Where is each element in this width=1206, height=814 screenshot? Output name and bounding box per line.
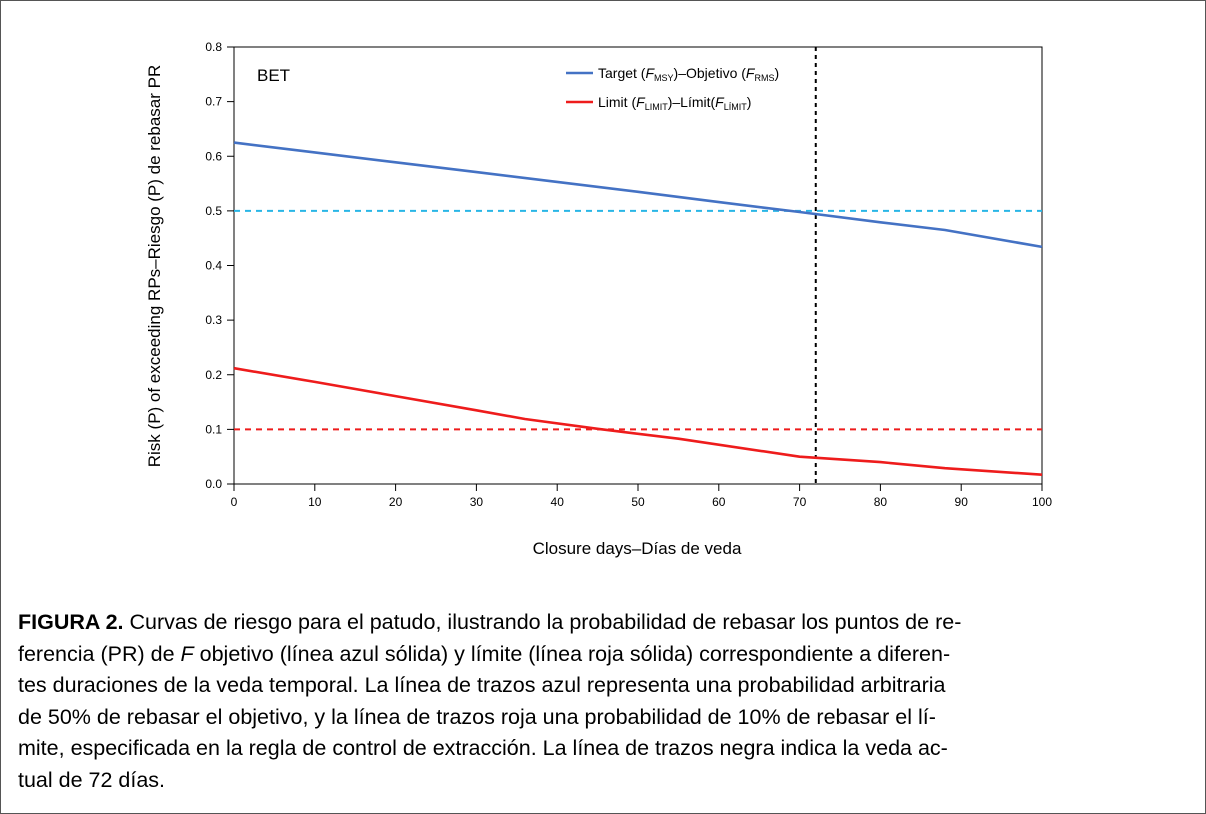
y-tick-label: 0.8 — [205, 40, 222, 54]
y-axis-title: Risk (P) of exceeding RPs–Riesgo (P) de … — [145, 65, 164, 468]
x-tick-label: 10 — [308, 495, 322, 509]
y-tick-label: 0.5 — [205, 204, 222, 218]
risk-chart: 0 10 20 30 40 50 60 70 80 90 100 0.00.10.20.30.40.… — [145, 40, 1052, 558]
x-tick-label: 60 — [712, 495, 726, 509]
y-tick-label: 0.4 — [205, 259, 222, 273]
caption-label: FIGURA 2. — [18, 610, 124, 634]
figure-caption: FIGURA 2. Curvas de riesgo para el patud… — [18, 607, 1188, 796]
plot-area — [233, 46, 1043, 485]
x-tick-label: 80 — [874, 495, 888, 509]
caption-italic-f: F — [180, 641, 194, 666]
data-series — [233, 141, 1043, 476]
panel-label: BET — [257, 66, 290, 85]
legend: Target (FMSY)–Objetivo (FRMS) Limit (FLIM… — [566, 65, 779, 112]
caption-text: ferencia (PR) de — [18, 641, 181, 666]
plot-border — [233, 46, 1043, 485]
x-tick-label: 20 — [389, 495, 403, 509]
x-tick-label: 50 — [631, 495, 645, 509]
x-axis-ticks: 0 10 20 30 40 50 60 70 80 90 100 — [231, 484, 1052, 509]
x-tick-label: 70 — [793, 495, 807, 509]
y-tick-label: 0.0 — [205, 477, 222, 491]
caption-text: objetivo (línea azul sólida) y límite (l… — [193, 641, 951, 666]
caption-text: tual de 72 días. — [18, 767, 166, 792]
y-tick-label: 0.7 — [205, 95, 222, 109]
y-tick-label: 0.2 — [205, 368, 222, 382]
x-tick-label: 90 — [955, 495, 969, 509]
x-tick-label: 0 — [231, 495, 238, 509]
caption-text: tes duraciones de la veda temporal. La l… — [18, 673, 946, 697]
reference-lines — [234, 47, 1042, 484]
y-tick-label: 0.1 — [205, 422, 222, 436]
caption-text: de 50% de rebasar el objetivo, y la líne… — [18, 704, 936, 729]
legend-entry: Target (FMSY)–Objetivo (FRMS) — [598, 65, 779, 83]
y-tick-label: 0.6 — [205, 149, 222, 163]
x-tick-label: 100 — [1032, 495, 1052, 509]
x-tick-label: 40 — [551, 495, 565, 509]
x-tick-label: 30 — [470, 495, 484, 509]
y-axis-ticks: 0.0 0.1 0.2 0.3 0.4 0.5 0.6 0.7 0.8 — [205, 40, 234, 491]
caption-text: Curvas de riesgo para el patudo, ilustra… — [123, 610, 962, 634]
series-line-limit — [233, 366, 1043, 476]
y-tick-label: 0.3 — [205, 313, 222, 327]
series-line-target — [233, 141, 1043, 249]
legend-entry: Limit (FLIMIT)–Límit(FLÍMIT) — [598, 94, 751, 112]
caption-text: mite, especificada en la regla de contro… — [18, 736, 948, 760]
x-axis-title: Closure days–Días de veda — [533, 539, 742, 558]
